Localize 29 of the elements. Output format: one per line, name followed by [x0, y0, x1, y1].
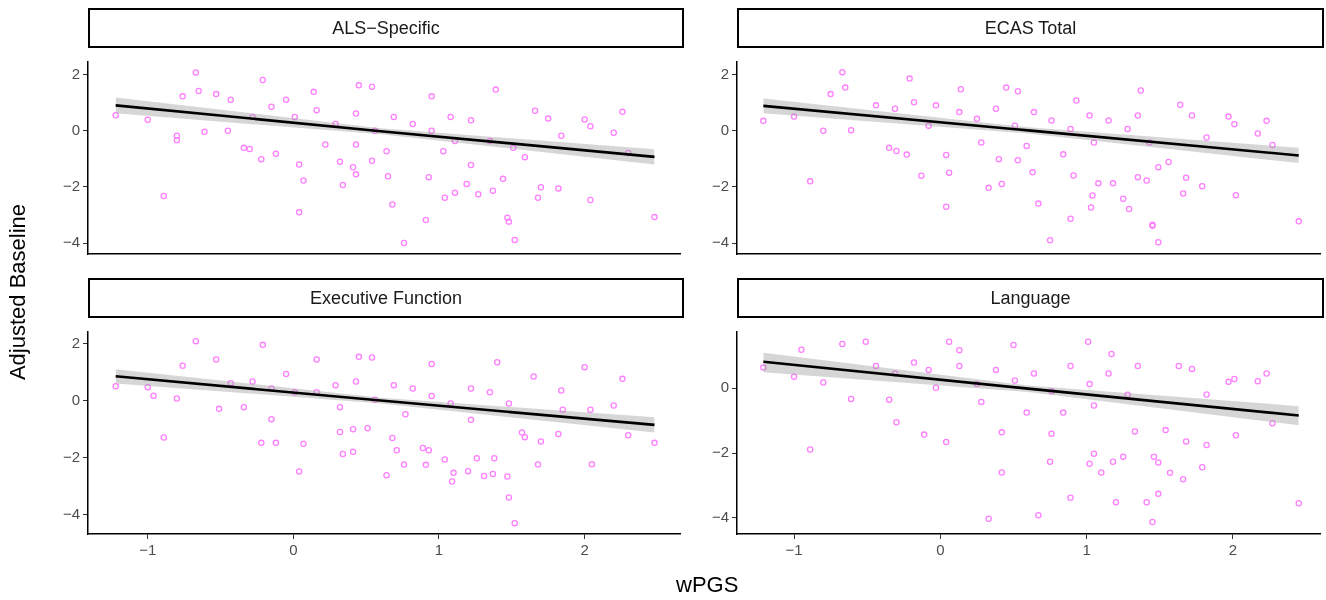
- y-tick-label: 2: [71, 64, 80, 82]
- y-tick-label: −2: [62, 447, 80, 465]
- y-tick-label: 2: [720, 64, 729, 82]
- chart-title: Language: [737, 278, 1324, 318]
- x-tick-label: −1: [139, 541, 157, 559]
- y-tick-label: −2: [711, 443, 729, 461]
- chart-title: Executive Function: [88, 278, 684, 318]
- y-tick-label: 0: [720, 120, 729, 138]
- x-tick-label: 1: [434, 541, 444, 559]
- y-tick-label: −2: [62, 177, 80, 195]
- y-tick-label: 2: [71, 333, 80, 351]
- y-tick-label: −4: [62, 233, 80, 251]
- x-tick-label: 2: [1228, 541, 1238, 559]
- chart-title: ECAS Total: [737, 8, 1324, 48]
- y-tick-label: −4: [711, 233, 729, 251]
- x-tick-label: 0: [289, 541, 298, 559]
- y-tick-label: 0: [71, 390, 80, 408]
- y-axis-title: Adjusted Baseline: [5, 203, 32, 381]
- x-tick-label: 0: [936, 541, 945, 559]
- chart-title: ALS−Specific: [88, 8, 684, 48]
- x-tick-label: −1: [785, 541, 803, 559]
- y-tick-label: −4: [711, 507, 729, 525]
- y-tick-label: 0: [720, 378, 729, 396]
- y-tick-label: 0: [71, 120, 80, 138]
- x-axis-title: wPGS: [676, 572, 739, 598]
- x-tick-label: 2: [580, 541, 589, 559]
- y-tick-label: −4: [62, 505, 80, 522]
- y-tick-label: −2: [711, 177, 729, 195]
- x-tick-label: 1: [1082, 541, 1091, 559]
